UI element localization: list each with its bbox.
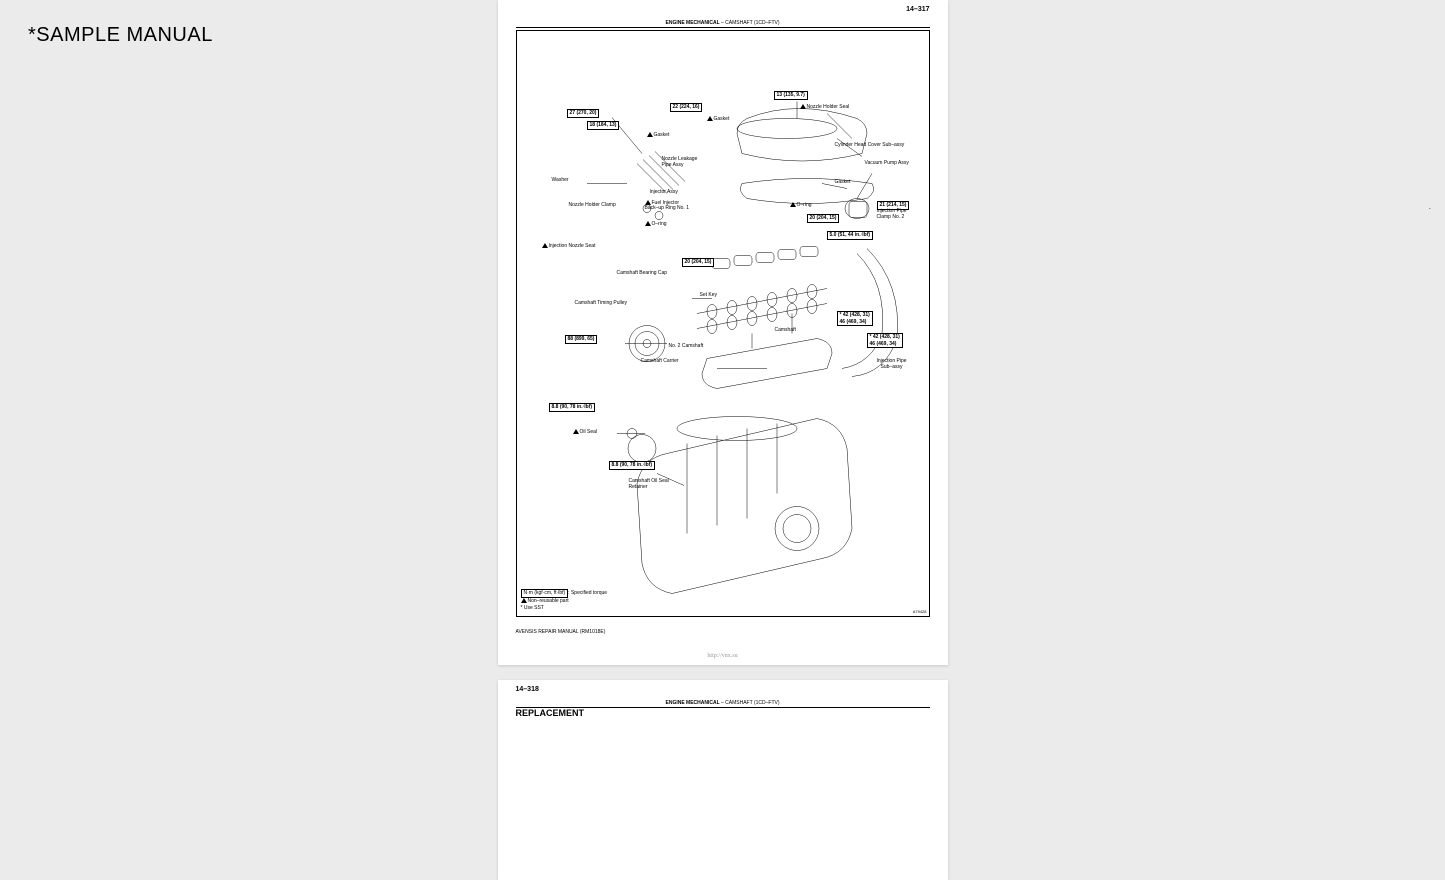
footer-url: http://vnx.su [498, 653, 948, 659]
footer-doc: AVENSIS REPAIR MANUAL (RM1018E) [516, 629, 606, 635]
torque-20a: 20 (204, 15) [807, 214, 840, 223]
header-sub: CAMSHAFT (1CD–FTV) [725, 20, 779, 26]
lbl-nozzle-holder-clamp: Nozzle Holder Clamp [569, 203, 616, 209]
lbl-fuel-injector: Fuel Injector Back–up Ring No. 1 [645, 200, 689, 212]
lbl-camshaft: Camshaft [775, 328, 796, 334]
lbl-washer: Washer [552, 178, 569, 184]
lbl-oil-seal: Oil Seal [573, 429, 598, 435]
page2-header: ENGINE MECHANICAL – CAMSHAFT (1CD–FTV) [516, 700, 930, 708]
stray-dot: . [1429, 202, 1431, 211]
manual-page-1: 14–317 ENGINE MECHANICAL – CAMSHAFT (1CD… [498, 0, 948, 665]
page-header: ENGINE MECHANICAL – CAMSHAFT (1CD–FTV) [516, 20, 930, 28]
torque-13: 13 (135, 9.7) [774, 91, 808, 100]
lbl-oring2: O–ring [790, 202, 812, 208]
torque-8a: 8.8 (90, 78 in.·lbf) [549, 403, 596, 412]
page2-header-main: ENGINE MECHANICAL [666, 700, 720, 706]
lbl-injection-pipe-clamp: Injection Pipe Clamp No. 2 [877, 209, 907, 220]
page-number: 14–317 [906, 6, 929, 13]
lbl-injection-nozzle-seat: Injection Nozzle Seat [542, 243, 596, 249]
page2-number: 14–318 [516, 686, 539, 693]
lbl-gasket2: Gasket [647, 132, 670, 138]
lbl-camshaft-carrier: Camshaft Carrier [641, 359, 679, 365]
lbl-set-key: Set Key [700, 293, 718, 299]
legend-sst: * Use SST [521, 605, 608, 612]
legend-nonreuse: Non–reusable part [528, 598, 569, 604]
diagram-legend: N·m (kgf·cm, ft·lbf): Specified torque N… [521, 589, 608, 612]
lbl-cyl-head-cover: Cylinder Head Cover Sub–assy [835, 143, 905, 149]
lbl-vacuum-pump: Vacuum Pump Assy [865, 161, 909, 167]
manual-page-2: 14–318 ENGINE MECHANICAL – CAMSHAFT (1CD… [498, 680, 948, 880]
legend-torque-box: N·m (kgf·cm, ft·lbf) [521, 589, 569, 598]
torque-20b: 20 (204, 15) [682, 258, 715, 267]
torque-42a: * 42 (428, 31) 46 (469, 34) [837, 311, 873, 326]
torque-5: 5.0 (51, 44 in.·lbf) [827, 231, 874, 240]
sample-watermark: *SAMPLE MANUAL [28, 24, 213, 47]
legend-spec: : Specified torque [568, 590, 607, 596]
page2-header-sep: – [721, 700, 724, 706]
lbl-no2-camshaft: No. 2 Camshaft [669, 344, 704, 350]
lbl-injection-pipe-sub: Injection Pipe Sub–assy [877, 359, 907, 370]
torque-22: 22 (224, 16) [670, 103, 703, 112]
lbl-camshaft-bearing: Camshaft Bearing Cap [617, 271, 668, 277]
lbl-oring1: O–ring [645, 221, 667, 227]
torque-88: 88 (899, 65) [565, 335, 598, 344]
header-main: ENGINE MECHANICAL [666, 20, 720, 26]
page2-header-sub: CAMSHAFT (1CD–FTV) [725, 700, 779, 706]
page1-inner: 14–317 ENGINE MECHANICAL – CAMSHAFT (1CD… [498, 0, 948, 665]
lbl-injector-assy: Injector Assy [650, 190, 678, 196]
lbl-camshaft-oil-seal: Camshaft Oil Seal Retainer [629, 479, 669, 490]
torque-27: 27 (270, 20) [567, 109, 600, 118]
torque-8b: 8.8 (90, 78 in.·lbf) [609, 461, 656, 470]
lbl-nozzle-holder-seal: Nozzle Holder Seal [800, 104, 850, 110]
lbl-gasket1: Gasket [707, 116, 730, 122]
torque-42b: * 42 (428, 31) 46 (469, 34) [867, 333, 903, 348]
header-sep: – [721, 20, 724, 26]
lbl-gasket3: Gasket [835, 180, 851, 186]
exploded-diagram: 27 (270, 20) 18 (184, 13) 22 (224, 16) 1… [516, 30, 930, 617]
lbl-camshaft-timing: Camshaft Timing Pulley [575, 301, 628, 307]
page2-inner: 14–318 ENGINE MECHANICAL – CAMSHAFT (1CD… [498, 680, 948, 880]
lbl-nozzle-leakage: Nozzle Leakage Pipe Assy [662, 157, 698, 168]
torque-18: 18 (184, 13) [587, 121, 620, 130]
figure-id: A79428 [913, 609, 927, 614]
